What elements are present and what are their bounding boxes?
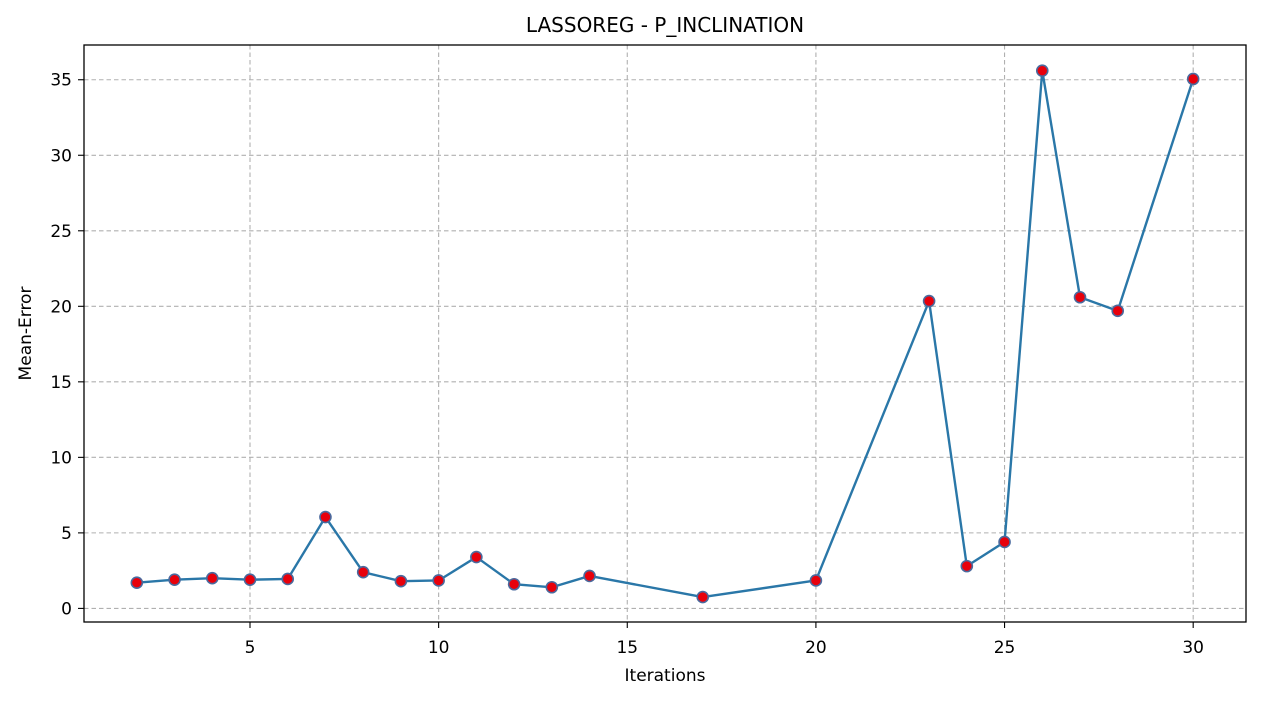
data-point bbox=[922, 294, 936, 308]
data-point bbox=[205, 571, 219, 585]
x-tick-label: 15 bbox=[616, 638, 638, 658]
data-point bbox=[356, 565, 370, 579]
data-point bbox=[470, 550, 483, 564]
data-point bbox=[1073, 290, 1087, 304]
data-point bbox=[243, 573, 257, 587]
data-point bbox=[281, 572, 295, 586]
y-tick-label: 0 bbox=[61, 599, 72, 619]
y-tick-label: 10 bbox=[50, 448, 72, 468]
y-tick-label: 15 bbox=[50, 373, 72, 393]
plot-frame bbox=[83, 44, 1247, 623]
data-point bbox=[545, 580, 559, 594]
chart-title: LASSOREG - P_INCLINATION bbox=[526, 13, 804, 37]
y-tick-label: 25 bbox=[50, 222, 72, 242]
data-point bbox=[507, 577, 521, 591]
data-point bbox=[696, 590, 710, 604]
data-point bbox=[394, 574, 408, 588]
x-axis-label: Iterations bbox=[625, 666, 706, 686]
y-tick-label: 35 bbox=[50, 71, 72, 91]
data-point bbox=[168, 573, 181, 587]
data-point bbox=[998, 535, 1011, 549]
line-layer bbox=[136, 69, 1195, 599]
y-axis-label: Mean-Error bbox=[16, 287, 36, 381]
data-point bbox=[432, 574, 445, 587]
data-point bbox=[583, 569, 596, 583]
data-point bbox=[809, 574, 823, 587]
data-point bbox=[1111, 304, 1125, 318]
data-point bbox=[130, 576, 144, 590]
y-tick-label: 20 bbox=[50, 297, 72, 317]
x-tick-label: 10 bbox=[428, 638, 450, 658]
grid-layer bbox=[84, 45, 1246, 622]
tick-layer: 5 10 15 20 25 30 0 5 10 15 20 25 30 35 bbox=[50, 71, 1204, 658]
x-tick-label: 5 bbox=[245, 638, 256, 658]
y-tick-label: 5 bbox=[61, 524, 72, 544]
data-point bbox=[319, 510, 332, 524]
x-tick-label: 25 bbox=[994, 638, 1016, 658]
data-point bbox=[1035, 64, 1049, 77]
data-point bbox=[1186, 72, 1200, 86]
marker-layer bbox=[130, 64, 1200, 604]
series-line bbox=[136, 69, 1195, 599]
x-tick-label: 30 bbox=[1182, 638, 1204, 658]
data-point bbox=[960, 559, 974, 573]
x-tick-label: 20 bbox=[805, 638, 827, 658]
y-tick-label: 30 bbox=[50, 146, 72, 166]
